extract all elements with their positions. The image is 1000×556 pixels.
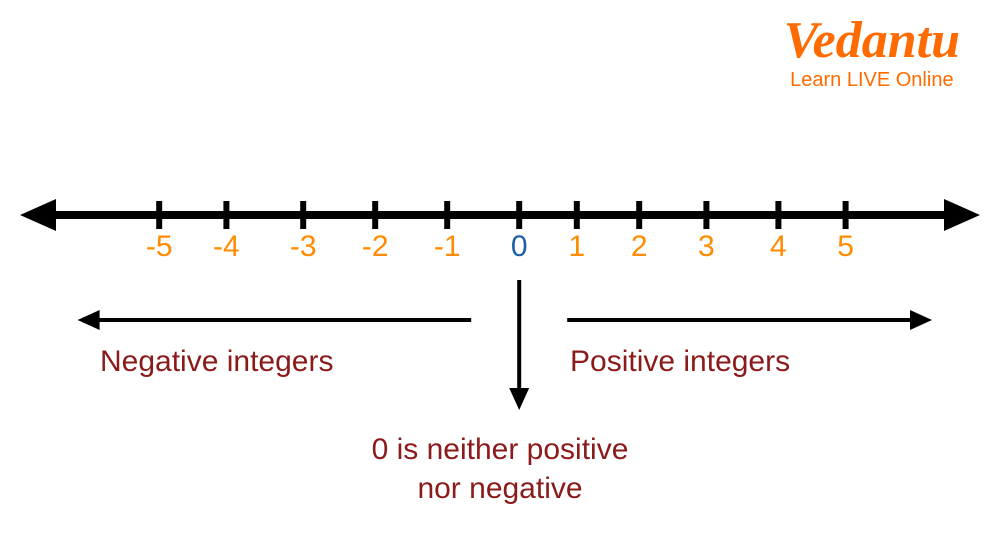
tick-labels: -5 -4 -3 -2 -1 0 1 2 3 4 5 bbox=[20, 230, 980, 270]
tick-label: 5 bbox=[837, 230, 854, 264]
arrow-left-icon bbox=[20, 199, 56, 231]
positive-integers-label: Positive integers bbox=[570, 345, 790, 379]
logo-tagline: Learn LIVE Online bbox=[784, 69, 960, 92]
tick-label: -3 bbox=[290, 230, 317, 264]
tick-label: 0 bbox=[511, 230, 528, 264]
zero-note-line1: 0 is neither positive bbox=[0, 430, 1000, 469]
logo-brand-text: Vedantu bbox=[784, 15, 960, 67]
tick-label: -1 bbox=[434, 230, 461, 264]
zero-note: 0 is neither positive nor negative bbox=[0, 430, 1000, 508]
brand-logo: Vedantu Learn LIVE Online bbox=[784, 15, 960, 92]
tick-label: 1 bbox=[568, 230, 585, 264]
tick-label: 4 bbox=[770, 230, 787, 264]
arrow-right-icon bbox=[944, 199, 980, 231]
tick-label: -2 bbox=[362, 230, 389, 264]
negative-integers-label: Negative integers bbox=[100, 345, 333, 379]
tick-label: -5 bbox=[146, 230, 173, 264]
zero-arrow-head-icon bbox=[509, 388, 529, 410]
tick-label: -4 bbox=[213, 230, 240, 264]
zero-note-line2: nor negative bbox=[0, 469, 1000, 508]
tick-label: 2 bbox=[631, 230, 648, 264]
tick-label: 3 bbox=[698, 230, 715, 264]
